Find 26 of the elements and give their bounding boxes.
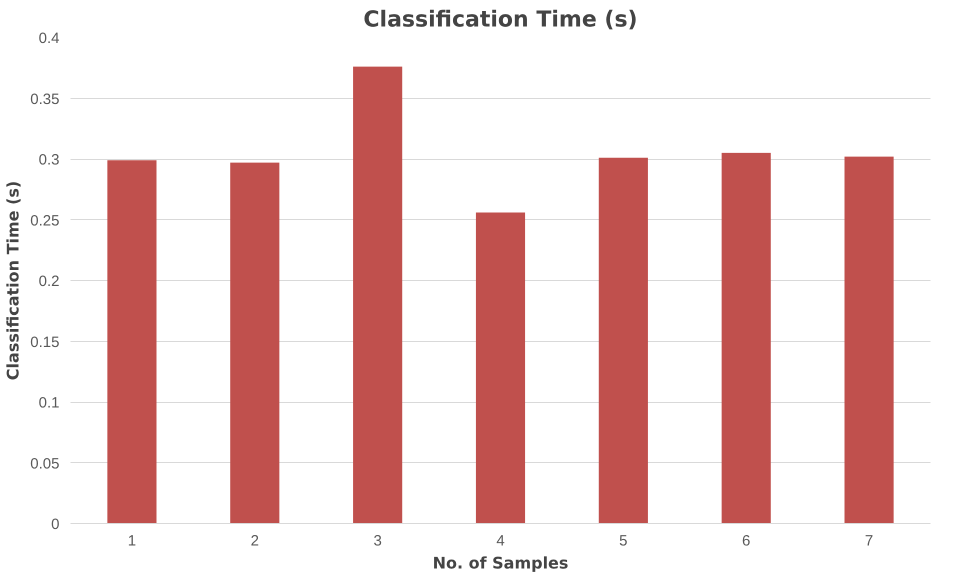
y-axis-title: Classification Time (s) <box>3 180 22 380</box>
bar <box>844 156 894 524</box>
y-tick-label: 0.15 <box>30 334 60 351</box>
y-tick-label: 0.05 <box>30 455 60 472</box>
y-tick-label: 0.35 <box>30 90 60 108</box>
y-tick-label: 0.3 <box>38 152 60 168</box>
y-tick-label: 0 <box>51 516 60 533</box>
bar <box>598 158 648 524</box>
y-tick-label: 0.25 <box>30 212 60 230</box>
chart-title: Classification Time (s) <box>363 8 638 32</box>
y-tick-label: 0.1 <box>38 394 60 412</box>
bar <box>107 160 156 524</box>
y-tick-label: 0.4 <box>38 30 60 47</box>
bar <box>476 212 526 524</box>
x-tick-label: 4 <box>496 532 505 550</box>
bar <box>230 162 280 524</box>
x-tick-label: 3 <box>373 532 382 550</box>
x-tick-label: 5 <box>619 532 628 550</box>
x-tick-label: 6 <box>742 532 750 550</box>
x-tick-label: 7 <box>864 532 874 550</box>
bar <box>722 152 771 524</box>
x-tick-label: 2 <box>250 532 259 550</box>
x-axis-title: No. of Samples <box>432 554 568 572</box>
y-tick-label: 0.2 <box>38 273 60 290</box>
x-tick-label: 1 <box>128 532 136 550</box>
bar <box>353 66 402 524</box>
